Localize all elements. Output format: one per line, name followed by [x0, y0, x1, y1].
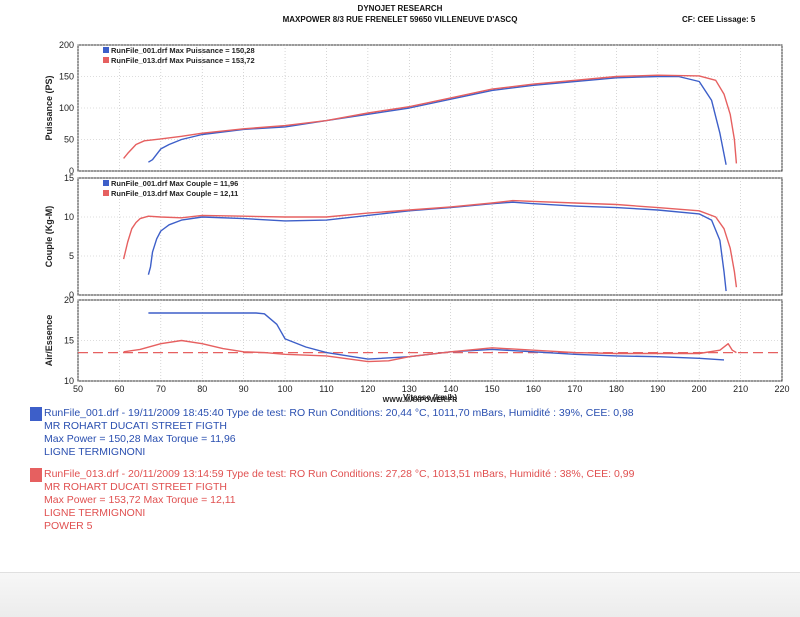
- power-series-1-line: [148, 75, 727, 165]
- correction-settings: CF: CEE Lissage: 5: [682, 15, 756, 24]
- torque-series-1-line: [147, 201, 727, 292]
- torque-legend-entry: RunFile_001.drf Max Couple = 11,96: [111, 179, 238, 188]
- run1-info: RunFile_001.drf - 19/11/2009 18:45:40 Ty…: [44, 407, 634, 459]
- afr-xtick-label: 110: [319, 384, 333, 394]
- afr-xtick-label: 160: [526, 384, 541, 394]
- run2-conditions: RunFile_013.drf - 20/11/2009 13:14:59 Ty…: [44, 468, 635, 480]
- torque-legend-entry: RunFile_013.drf Max Couple = 12,11: [111, 189, 238, 198]
- power-ytick-label: 50: [64, 135, 74, 145]
- report-title: DYNOJET RESEARCH: [357, 4, 443, 13]
- power-panel: 0 50 100 150 200 Puissance (PS) RunFile_001.dr…: [44, 40, 783, 176]
- afr-xtick-label: 60: [114, 384, 124, 394]
- power-ytick-label: 200: [59, 40, 74, 50]
- torque-ytick-label: 15: [64, 173, 74, 183]
- report-address: MAXPOWER 8/3 RUE FRENELET 59650 VILLENEU…: [282, 15, 518, 24]
- run2-exhaust: LIGNE TERMIGNONI: [44, 507, 146, 519]
- run2-customer: MR ROHART DUCATI STREET FIGTH: [44, 481, 227, 493]
- afr-xtick-label: 80: [197, 384, 207, 394]
- afr-ytick-label: 15: [64, 336, 74, 346]
- run2-max-values: Max Power = 153,72 Max Torque = 12,11: [44, 494, 236, 506]
- run2-info: RunFile_013.drf - 20/11/2009 13:14:59 Ty…: [44, 468, 634, 533]
- power-series-2-line: [123, 74, 738, 164]
- run1-max-values: Max Power = 150,28 Max Torque = 11,96: [44, 433, 236, 445]
- power-ytick-label: 100: [59, 103, 74, 113]
- afr-xtick-label: 220: [774, 384, 789, 394]
- afr-ytick-label: 20: [64, 295, 74, 305]
- run1-color-swatch: [30, 407, 42, 421]
- afr-panel: 10 15 20 Air/Essence 50 60 70 80 90 100 110 120 130 1…: [44, 295, 790, 402]
- power-ytick-label: 0: [69, 166, 74, 176]
- afr-xtick-label: 150: [485, 384, 500, 394]
- torque-legend-swatch: [103, 190, 109, 196]
- afr-xlabel: Vitesse (km/h): [403, 393, 457, 402]
- run1-exhaust: LIGNE TERMIGNONI: [44, 446, 146, 458]
- afr-xtick-label: 200: [692, 384, 707, 394]
- afr-xtick-label: 50: [73, 384, 83, 394]
- power-ylabel: Puissance (PS): [44, 75, 54, 140]
- paper-edge: [0, 572, 800, 617]
- watermark-text: WWW.MAXPOWER.FR: [383, 397, 458, 404]
- afr-series-1-line: [148, 312, 725, 361]
- torque-series-2-line: [122, 199, 738, 288]
- power-legend-swatch: [103, 57, 109, 63]
- torque-ytick-label: 0: [69, 290, 74, 300]
- power-legend-entry: RunFile_013.drf Max Puissance = 153,72: [111, 56, 255, 65]
- torque-panel: 0 5 10 15 Couple (Kg-M) RunFile_001.drf Max C…: [44, 173, 783, 300]
- afr-series-2-line: [123, 339, 737, 363]
- afr-xtick-label: 180: [609, 384, 624, 394]
- torque-ytick-label: 5: [69, 251, 74, 261]
- afr-ytick-label: 10: [64, 376, 74, 386]
- afr-xtick-label: 170: [567, 384, 582, 394]
- afr-xtick-label: 130: [402, 384, 417, 394]
- torque-ylabel: Couple (Kg-M): [44, 206, 54, 267]
- power-legend-entry: RunFile_001.drf Max Puissance = 150,28: [111, 46, 255, 55]
- afr-xtick-label: 70: [156, 384, 166, 394]
- power-ytick-label: 150: [59, 72, 74, 82]
- run2-color-swatch: [30, 468, 42, 482]
- torque-frame: [77, 177, 783, 296]
- run2-mapping: POWER 5: [44, 520, 93, 532]
- afr-xtick-label: 100: [278, 384, 293, 394]
- run1-customer: MR ROHART DUCATI STREET FIGTH: [44, 420, 227, 432]
- afr-xtick-label: 190: [650, 384, 665, 394]
- power-legend-swatch: [103, 47, 109, 53]
- torque-legend-swatch: [103, 180, 109, 186]
- run1-conditions: RunFile_001.drf - 19/11/2009 18:45:40 Ty…: [44, 407, 634, 419]
- afr-xtick-label: 140: [443, 384, 458, 394]
- afr-xtick-label: 210: [733, 384, 748, 394]
- afr-ylabel: Air/Essence: [44, 315, 54, 367]
- afr-xtick-label: 120: [360, 384, 375, 394]
- torque-ytick-label: 10: [64, 212, 74, 222]
- afr-xtick-label: 90: [239, 384, 249, 394]
